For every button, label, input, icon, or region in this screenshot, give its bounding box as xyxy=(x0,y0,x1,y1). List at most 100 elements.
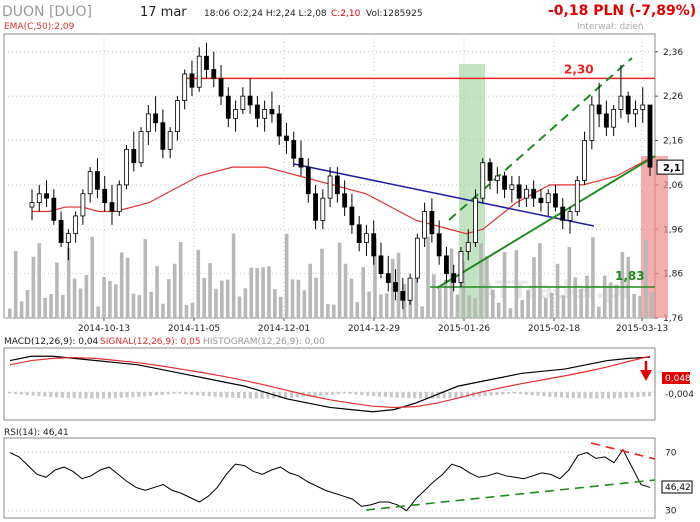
volume-bar xyxy=(361,267,365,318)
candle-body xyxy=(95,171,100,190)
volume-bar xyxy=(384,293,389,318)
macd-histogram-bar xyxy=(107,392,112,399)
candle-body xyxy=(596,104,602,115)
volume-bar xyxy=(620,252,625,318)
volume-bar xyxy=(443,279,448,318)
volume-bar xyxy=(102,276,106,318)
candle-body xyxy=(131,148,137,164)
signal-line xyxy=(9,355,651,409)
macd-histogram-bar xyxy=(501,392,505,395)
volume-bar xyxy=(555,263,560,318)
volume-bar xyxy=(650,292,654,318)
macd-histogram-bar xyxy=(542,392,546,397)
macd-histogram-bar xyxy=(419,392,423,399)
volume-bar xyxy=(314,277,318,318)
candle-body xyxy=(567,211,573,221)
macd-histogram-bar xyxy=(213,392,217,397)
volume-bar xyxy=(543,297,548,318)
candle-body xyxy=(509,184,515,190)
volume-bar xyxy=(644,239,648,318)
candle-body xyxy=(204,55,209,70)
volume-bar xyxy=(208,263,212,318)
macd-histogram-bar xyxy=(536,392,540,396)
volume-bar xyxy=(455,294,460,318)
candle-body xyxy=(327,175,333,199)
green-channel-line xyxy=(448,57,633,221)
volume-bar xyxy=(190,302,195,318)
candle-body xyxy=(102,188,108,204)
volume-bar xyxy=(502,252,507,318)
quote-date: 17 mar xyxy=(140,5,187,20)
macd-histogram-bar xyxy=(260,392,264,399)
volume-bar xyxy=(125,257,130,318)
volume-bar xyxy=(632,294,636,318)
macd-histogram-bar xyxy=(72,392,76,399)
macd-histogram-bar xyxy=(518,392,523,395)
resistance-label: 2,30 xyxy=(564,62,594,76)
macd-histogram-bar xyxy=(78,392,82,399)
candle-body xyxy=(240,95,246,110)
volume-bar xyxy=(420,306,424,318)
candle-body xyxy=(553,193,558,208)
volume-bar xyxy=(614,284,619,318)
price-change: -0,18 PLN (-7,89%) xyxy=(548,3,697,19)
volume-bar xyxy=(119,252,124,318)
volume-bar xyxy=(567,247,572,318)
candle-body xyxy=(364,233,369,243)
macd-histogram-title: HISTOGRAM(12,26,9): 0,00 xyxy=(203,337,325,347)
macd-histogram-bar xyxy=(507,392,511,394)
macd-histogram-bar xyxy=(266,392,270,399)
candle-body xyxy=(153,113,159,124)
candle-body xyxy=(414,237,420,279)
volume-bar xyxy=(296,279,301,318)
blue-downtrend-line xyxy=(293,163,595,227)
macd-histogram-bar xyxy=(601,392,605,399)
macd-histogram-bar xyxy=(143,392,147,397)
volume-bar xyxy=(202,277,206,318)
candle-body xyxy=(247,95,253,106)
candle-body xyxy=(182,73,188,101)
macd-histogram-bar xyxy=(571,392,575,399)
candle-body xyxy=(80,193,86,217)
date-tick-label: 2014-10-13 xyxy=(78,324,130,334)
macd-histogram-bar xyxy=(595,392,599,399)
volume-bar xyxy=(496,302,501,318)
rsi-line xyxy=(9,448,651,512)
candle-body xyxy=(116,184,122,212)
volume-bar xyxy=(538,243,542,318)
macd-histogram-bar xyxy=(360,392,364,396)
candle-body xyxy=(167,131,173,150)
macd-histogram-bar xyxy=(119,392,123,398)
volume-bar xyxy=(602,275,607,318)
macd-histogram-bar xyxy=(336,392,341,395)
volume-bar xyxy=(337,242,342,318)
volume-bar xyxy=(8,308,12,318)
interval-label: Interwał: dzień xyxy=(577,22,644,32)
volume-bar xyxy=(19,301,24,318)
volume-bar xyxy=(149,291,153,318)
volume-bar xyxy=(37,243,42,318)
volume-bar xyxy=(526,290,530,318)
macd-line xyxy=(9,355,651,413)
rsi-value-label: 46,42 xyxy=(665,483,691,493)
volume-bar xyxy=(479,243,483,318)
candle-body xyxy=(276,113,282,137)
volume-bar xyxy=(349,278,354,318)
date-tick-label: 2015-02-18 xyxy=(528,324,581,334)
volume-bar xyxy=(367,291,371,318)
macd-panel-frame xyxy=(3,347,656,421)
candle-body xyxy=(342,193,348,208)
volume-bar xyxy=(461,261,466,318)
candle-body xyxy=(611,109,617,128)
macd-histogram-bar xyxy=(313,392,317,397)
volume-bar xyxy=(449,248,454,318)
candle-body xyxy=(444,255,449,275)
volume-bar xyxy=(131,293,136,318)
macd-histogram-bar xyxy=(342,392,346,394)
volume-bar xyxy=(172,263,177,318)
macd-histogram-bar xyxy=(90,392,94,399)
candle-body xyxy=(385,273,391,283)
macd-histogram-bar xyxy=(8,392,12,394)
macd-histogram-bar xyxy=(307,392,311,397)
volume-bar xyxy=(249,267,254,318)
